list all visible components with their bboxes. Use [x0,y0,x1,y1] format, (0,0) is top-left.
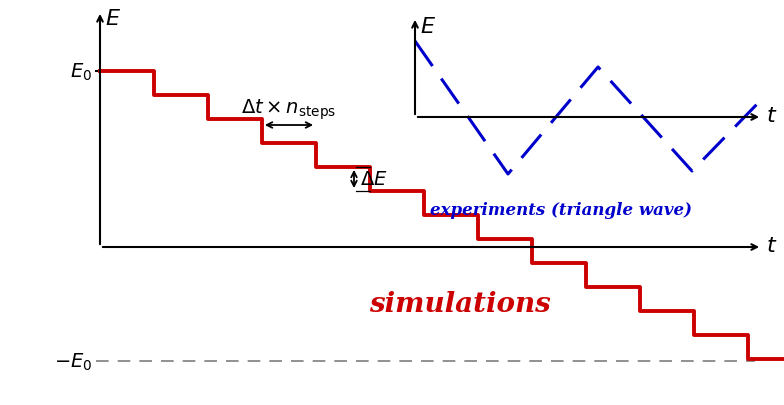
Text: simulations: simulations [369,291,551,318]
Text: $t$: $t$ [766,234,778,256]
Text: experiments (triangle wave): experiments (triangle wave) [430,202,692,218]
Text: $E_0$: $E_0$ [70,61,92,83]
Text: $\Delta t \times n_{\mathrm{steps}}$: $\Delta t \times n_{\mathrm{steps}}$ [241,97,336,122]
Text: $E$: $E$ [105,8,121,30]
Text: $E$: $E$ [420,16,436,38]
Text: $-E_0$: $-E_0$ [53,350,92,372]
Text: $\Delta E$: $\Delta E$ [360,171,387,189]
Text: $t$: $t$ [766,105,778,127]
